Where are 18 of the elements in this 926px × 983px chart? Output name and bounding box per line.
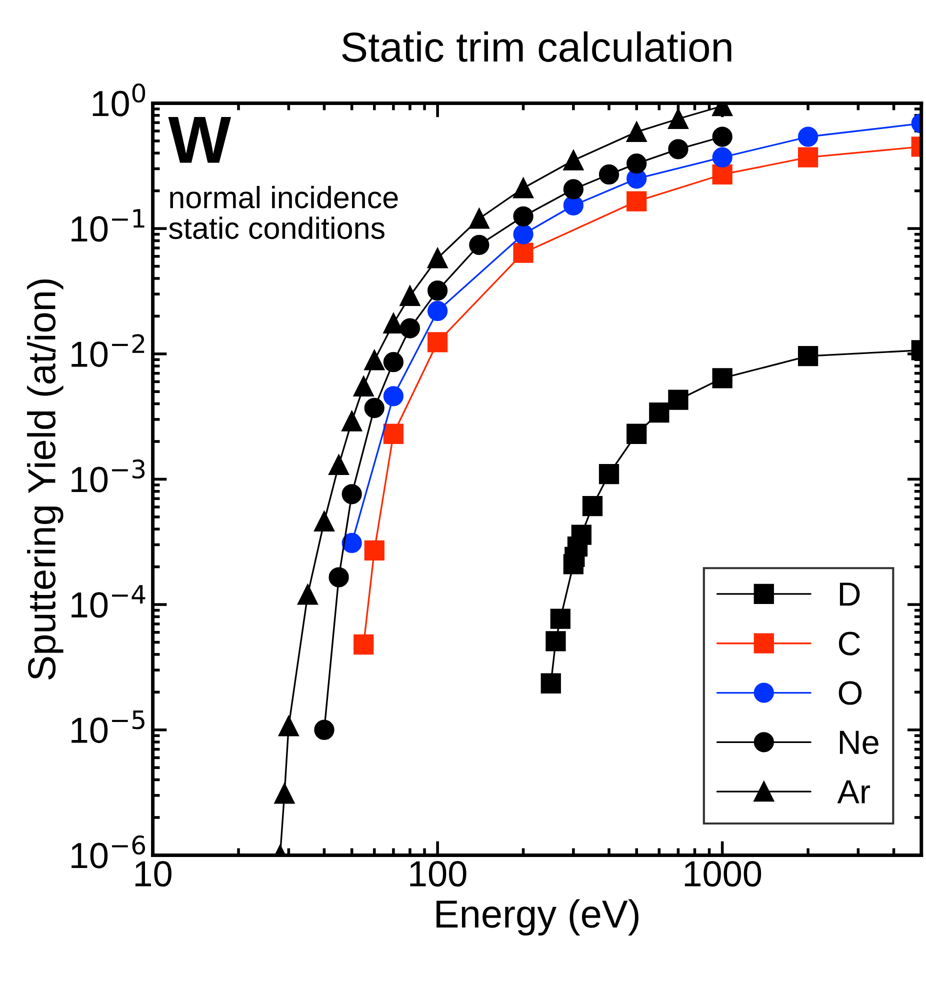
y-tick-label: 10$^{0}$	[92, 83, 146, 116]
legend-label: C	[838, 632, 860, 656]
y-tick-label: 10$^{−2}$	[72, 334, 144, 368]
y-tick-label: 10$^{−4}$	[72, 585, 146, 618]
annotation: normal incidence static conditions	[169, 186, 398, 240]
y-axis-title: Sputtering Yield (at/ion)	[27, 279, 64, 680]
y-tick-label: 10$^{−5}$	[72, 710, 144, 744]
x-tick-label: 100	[410, 861, 466, 887]
chart-title: Static trim calculation	[342, 31, 732, 62]
x-axis-title: Energy (eV)	[436, 899, 638, 936]
x-tick-label: 1000	[684, 861, 762, 887]
y-tick-label: 10$^{−3}$	[72, 459, 145, 492]
annotation: W	[168, 116, 232, 163]
y-tick-label: 10$^{−1}$	[72, 209, 144, 242]
legend-label: Ne	[840, 730, 878, 754]
legend-label: Ar	[837, 780, 870, 804]
legend-label: D	[840, 582, 860, 606]
legend-label: O	[838, 681, 862, 705]
